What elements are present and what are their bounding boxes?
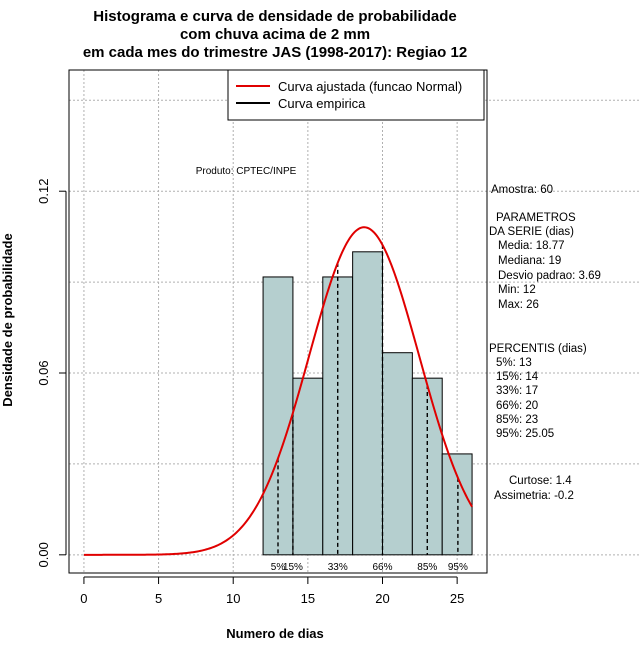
percentile-33: 33%: 17 xyxy=(496,385,538,397)
param-max: Max: 26 xyxy=(498,299,539,311)
legend-box xyxy=(227,69,485,121)
axes-layer: 0 5 10 15 20 25 0.00 0.06 0.12 xyxy=(36,179,464,606)
legend-label-normal: Curva ajustada (funcao Normal) xyxy=(278,79,462,94)
percentile-lines-layer: 5%15% 33% 66% 85% 95% xyxy=(271,244,468,573)
sample-size: Amostra: 60 xyxy=(491,184,553,196)
percentile-label: 5% xyxy=(271,562,286,573)
histogram-bar xyxy=(382,352,413,556)
y-tick-label: 0.00 xyxy=(36,542,51,567)
legend-label-empirical: Curva empirica xyxy=(278,96,366,111)
bars-layer xyxy=(262,251,473,556)
chart-title-line-2: com chuva acima de 2 mm xyxy=(180,26,370,43)
x-tick-label: 15 xyxy=(301,591,315,606)
y-axis-label: Densidade de probabilidade xyxy=(0,233,15,406)
y-tick-label: 0.06 xyxy=(36,360,51,385)
percentiles-header: PERCENTIS (dias) xyxy=(489,343,587,355)
x-tick-label: 5 xyxy=(155,591,162,606)
percentile-label: 66% xyxy=(372,562,392,573)
percentile-label: 15% xyxy=(283,562,303,573)
percentile-label: 95% xyxy=(448,562,468,573)
normal-fit-curve xyxy=(83,226,473,556)
histogram-bar xyxy=(322,276,354,556)
params-header-1: PARAMETROS xyxy=(496,212,576,224)
curve-layer xyxy=(83,226,473,556)
histogram-bar xyxy=(441,453,473,556)
param-median: Mediana: 19 xyxy=(498,255,561,267)
x-tick-label: 0 xyxy=(80,591,87,606)
kurtosis: Curtose: 1.4 xyxy=(509,475,572,487)
percentile-85: 85%: 23 xyxy=(496,414,538,426)
skewness: Assimetria: -0.2 xyxy=(494,490,574,502)
percentile-66: 66%: 20 xyxy=(496,400,538,412)
param-min: Min: 12 xyxy=(498,284,536,296)
x-tick-label: 20 xyxy=(375,591,389,606)
legend: Curva ajustada (funcao Normal) Curva emp… xyxy=(227,69,485,121)
histogram-bar xyxy=(262,276,294,556)
percentile-label: 33% xyxy=(328,562,348,573)
chart-title-line-1: Histograma e curva de densidade de proba… xyxy=(93,8,456,25)
percentile-label: 85% xyxy=(417,562,437,573)
histogram-bar xyxy=(292,377,324,556)
params-header-2: DA SERIE (dias) xyxy=(489,226,574,238)
histogram-bar xyxy=(352,251,383,556)
percentile-5: 5%: 13 xyxy=(496,357,532,369)
x-axis-label: Numero de dias xyxy=(226,626,324,641)
chart-title-line-3: em cada mes do trimestre JAS (1998-2017)… xyxy=(83,44,467,61)
product-credit: Produto: CPTEC/INPE xyxy=(196,166,297,177)
percentile-95: 95%: 25.05 xyxy=(496,428,554,440)
stats-panel: Amostra: 60 PARAMETROS DA SERIE (dias) M… xyxy=(489,184,601,502)
param-sd: Desvio padrao: 3.69 xyxy=(498,270,601,282)
x-tick-label: 25 xyxy=(450,591,464,606)
x-tick-label: 10 xyxy=(226,591,240,606)
percentile-15: 15%: 14 xyxy=(496,371,539,383)
param-mean: Media: 18.77 xyxy=(498,240,565,252)
y-tick-label: 0.12 xyxy=(36,179,51,204)
